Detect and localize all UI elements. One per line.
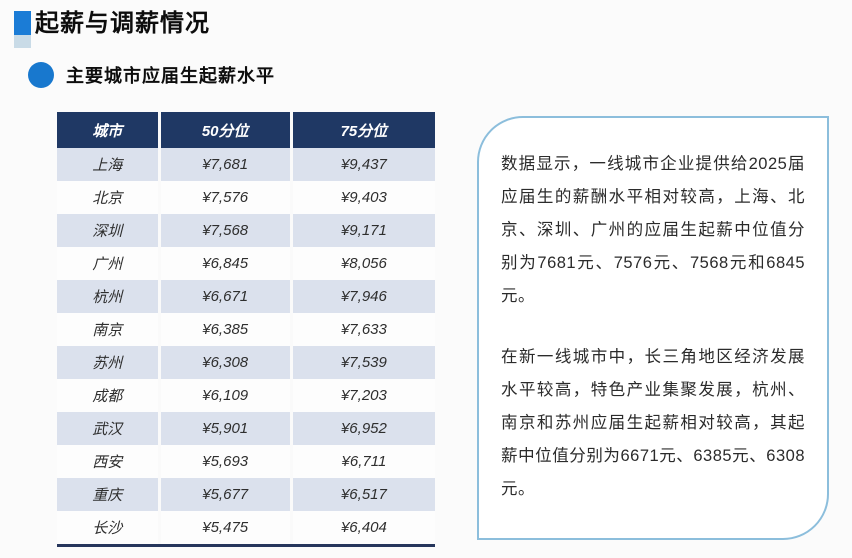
city-cell: 广州 (57, 247, 160, 280)
table-row: 上海 ¥7,681 ¥9,437 (57, 148, 435, 181)
p75-cell: ¥6,952 (289, 412, 435, 445)
table-row: 广州 ¥6,845 ¥8,056 (57, 247, 435, 280)
p50-cell: ¥6,109 (157, 379, 292, 412)
table-row: 长沙 ¥5,475 ¥6,404 (57, 511, 435, 544)
p75-cell: ¥9,437 (289, 148, 435, 181)
table-row: 深圳 ¥7,568 ¥9,171 (57, 214, 435, 247)
p50-cell: ¥5,693 (157, 445, 292, 478)
p50-cell: ¥6,671 (157, 280, 292, 313)
page-title: 起薪与调薪情况 (35, 10, 210, 37)
p75-cell: ¥6,711 (289, 445, 435, 478)
city-cell: 武汉 (57, 412, 160, 445)
section-title: 主要城市应届生起薪水平 (66, 66, 275, 86)
p50-cell: ¥6,308 (157, 346, 292, 379)
table-row: 武汉 ¥5,901 ¥6,952 (57, 412, 435, 445)
callout-paragraph-2: 在新一线城市中，长三角地区经济发展水平较高，特色产业集聚发展，杭州、南京和苏州应… (501, 348, 805, 498)
p50-cell: ¥7,681 (157, 148, 292, 181)
p75-cell: ¥6,517 (289, 478, 435, 511)
p75-cell: ¥8,056 (289, 247, 435, 280)
p50-cell: ¥5,901 (157, 412, 292, 445)
p50-cell: ¥7,576 (157, 181, 292, 214)
p50-cell: ¥5,475 (157, 511, 292, 544)
p75-cell: ¥7,633 (289, 313, 435, 346)
title-marker-icon (14, 11, 31, 48)
page-header: 起薪与调薪情况 (14, 8, 210, 48)
table-row: 重庆 ¥5,677 ¥6,517 (57, 478, 435, 511)
p50-cell: ¥5,677 (157, 478, 292, 511)
section-header: 主要城市应届生起薪水平 (28, 62, 275, 88)
table-row: 杭州 ¥6,671 ¥7,946 (57, 280, 435, 313)
city-cell: 苏州 (57, 346, 160, 379)
p75-cell: ¥9,403 (289, 181, 435, 214)
column-header-p50: 50分位 (157, 112, 292, 148)
p75-cell: ¥7,203 (289, 379, 435, 412)
p50-cell: ¥7,568 (157, 214, 292, 247)
p75-cell: ¥9,171 (289, 214, 435, 247)
table-header-row: 城市 50分位 75分位 (57, 112, 435, 148)
callout-box: 数据显示，一线城市企业提供给2025届应届生的薪酬水平相对较高，上海、北京、深圳… (477, 116, 829, 540)
city-cell: 北京 (57, 181, 160, 214)
table-row: 北京 ¥7,576 ¥9,403 (57, 181, 435, 214)
column-header-city: 城市 (57, 112, 160, 148)
salary-table: 城市 50分位 75分位 上海 ¥7,681 ¥9,437 北京 ¥7,576 … (57, 112, 435, 547)
title-marker-bottom (14, 35, 31, 48)
table-row: 西安 ¥5,693 ¥6,711 (57, 445, 435, 478)
column-header-p75: 75分位 (289, 112, 435, 148)
table-row: 成都 ¥6,109 ¥7,203 (57, 379, 435, 412)
city-cell: 上海 (57, 148, 160, 181)
city-cell: 深圳 (57, 214, 160, 247)
p50-cell: ¥6,385 (157, 313, 292, 346)
p75-cell: ¥7,946 (289, 280, 435, 313)
city-cell: 重庆 (57, 478, 160, 511)
p75-cell: ¥7,539 (289, 346, 435, 379)
p75-cell: ¥6,404 (289, 511, 435, 544)
city-cell: 南京 (57, 313, 160, 346)
city-cell: 成都 (57, 379, 160, 412)
title-marker-top (14, 11, 31, 35)
city-cell: 长沙 (57, 511, 160, 544)
section-bullet-icon (28, 62, 54, 88)
p50-cell: ¥6,845 (157, 247, 292, 280)
city-cell: 西安 (57, 445, 160, 478)
city-cell: 杭州 (57, 280, 160, 313)
table-row: 南京 ¥6,385 ¥7,633 (57, 313, 435, 346)
table-row: 苏州 ¥6,308 ¥7,539 (57, 346, 435, 379)
callout-paragraph-1: 数据显示，一线城市企业提供给2025届应届生的薪酬水平相对较高，上海、北京、深圳… (501, 155, 805, 305)
